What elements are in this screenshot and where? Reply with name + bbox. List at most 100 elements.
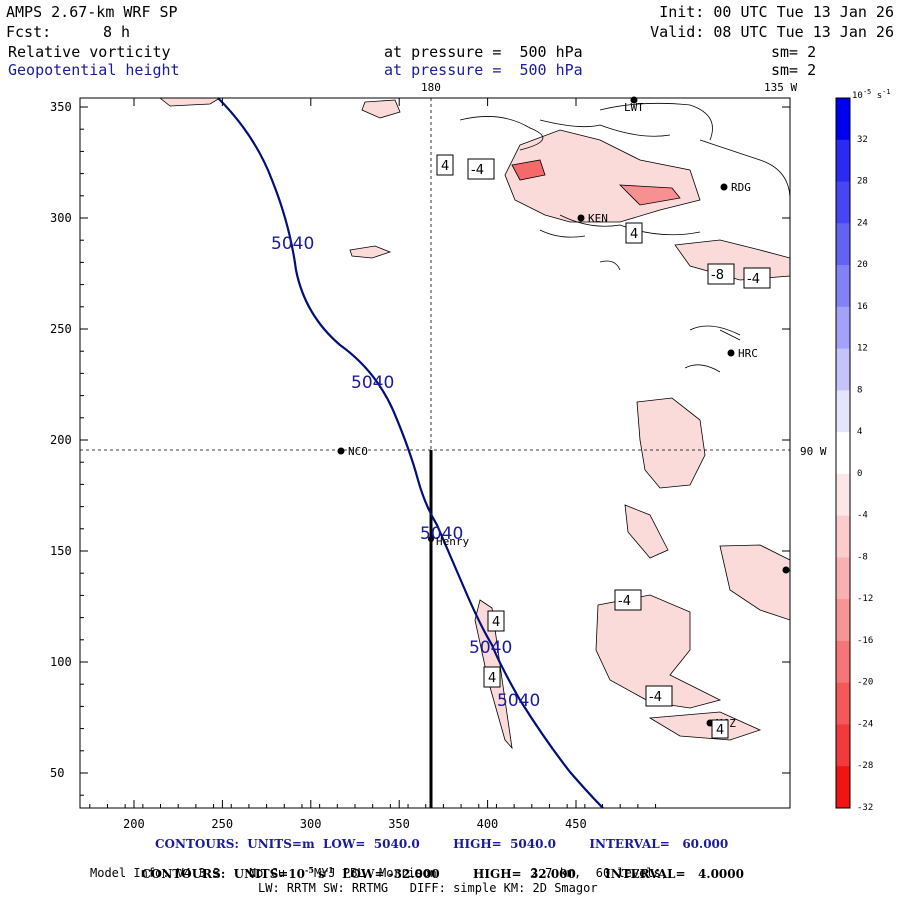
colorbar-swatch xyxy=(836,139,850,183)
colorbar-swatch xyxy=(836,348,850,391)
vort-region-se xyxy=(595,594,722,709)
vort-core-ne xyxy=(511,159,546,181)
vort-label-h: 4 xyxy=(483,666,501,688)
colorbar-tick-label: -12 xyxy=(857,594,873,604)
colorbar-tick-label: 4 xyxy=(857,427,862,437)
svg-text:HRC: HRC xyxy=(738,347,758,360)
svg-text:KEN: KEN xyxy=(588,212,608,225)
colorbar-swatch xyxy=(836,557,850,600)
colorbar-unit: 10-5 s-1 xyxy=(852,88,891,101)
vort-label-a: 4 xyxy=(436,154,454,176)
svg-text:RDG: RDG xyxy=(731,181,751,194)
svg-text:NCO: NCO xyxy=(348,445,368,458)
vort-region-east-3 xyxy=(719,544,791,621)
vort-region-se-2 xyxy=(648,711,762,741)
station-hrc: HRC xyxy=(727,347,758,360)
svg-text:4: 4 xyxy=(488,671,496,686)
svg-text:-4: -4 xyxy=(618,594,631,609)
x-tick-label: 300 xyxy=(300,817,322,831)
x-tick-label: 200 xyxy=(123,817,145,831)
model-title: AMPS 2.67-km WRF SP xyxy=(6,3,178,21)
x-tick-label: 400 xyxy=(477,817,499,831)
svg-text:Henry: Henry xyxy=(436,535,469,548)
station-henry: Henry xyxy=(428,535,469,548)
footer-line-4: LW: RRTM SW: RRTMG DIFF: simple KM: 2D S… xyxy=(258,881,598,895)
colorbar-tick-label: 16 xyxy=(857,302,868,312)
field2-pressure: at pressure = 500 hPa xyxy=(384,61,583,79)
station-lwt: LWT xyxy=(624,96,644,114)
axes: 200 250 300 350 400 450 50 100 150 200 250 300 350 xyxy=(50,98,790,831)
vort-region-east-mid xyxy=(636,397,706,489)
colorbar-tick-label: 0 xyxy=(857,469,862,479)
colorbar-frame xyxy=(835,97,851,809)
lon-label-90w: 90 W xyxy=(800,445,827,458)
colorbar-tick-label: 24 xyxy=(857,218,868,228)
footer-line-1: CONTOURS: UNITS=m LOW= 5040.0 HIGH= 5040… xyxy=(155,837,729,851)
svg-text:4: 4 xyxy=(441,159,449,174)
colorbar-swatch xyxy=(836,432,850,475)
vort-region-small-1 xyxy=(349,245,392,259)
vort-label-g: 4 xyxy=(487,610,505,632)
vorticity-contours xyxy=(459,102,791,373)
svg-text:-4: -4 xyxy=(649,690,662,705)
svg-text:4: 4 xyxy=(492,615,500,630)
colorbar-swatch xyxy=(836,682,850,725)
colorbar-tick-label: 12 xyxy=(857,344,868,354)
height-contour-5040 xyxy=(217,97,604,809)
colorbar-swatch xyxy=(836,724,850,767)
y-tick-label: 200 xyxy=(50,433,72,447)
colorbar-tick-label: -8 xyxy=(857,552,868,562)
x-tick-label: 350 xyxy=(388,817,410,831)
contour-label-4: 5040 xyxy=(469,638,512,658)
colorbar-tick-label: -24 xyxy=(857,719,873,729)
vort-region-top-left xyxy=(158,97,222,107)
colorbar-tick-label: 32 xyxy=(857,135,868,145)
vort-label-e: -4 xyxy=(743,267,771,289)
y-tick-label: 250 xyxy=(50,322,72,336)
y-tick-label: 350 xyxy=(50,100,72,114)
colorbar-tick-label: 28 xyxy=(857,177,868,187)
colorbar-swatch xyxy=(836,640,850,684)
svg-text:-8: -8 xyxy=(711,268,724,283)
colorbar-tick-label: 8 xyxy=(857,385,862,395)
colorbar-swatch xyxy=(836,473,850,517)
stations: LWT RDG KEN HRC NCO Henry MGZ xyxy=(337,96,790,730)
colorbar-swatch xyxy=(836,766,850,809)
station-ken: KEN xyxy=(577,212,608,225)
colorbar-swatch xyxy=(836,265,850,308)
svg-text:LWT: LWT xyxy=(624,101,644,114)
y-tick-label: 100 xyxy=(50,655,72,669)
colorbar-swatch xyxy=(836,515,850,558)
init-time: Init: 00 UTC Tue 13 Jan 26 xyxy=(659,3,894,21)
y-tick-label: 50 xyxy=(50,766,64,780)
vort-label-i: -4 xyxy=(645,685,673,707)
footer-line-3: Model Info: V4.3.3 No Cu MYJ PBL Morriso… xyxy=(90,866,668,880)
colorbar: 32 28 24 20 16 12 8 4 0 -4 -8 -12 -16 -20 -24 -28 -32 xyxy=(835,97,873,813)
vort-label-d: -8 xyxy=(707,263,735,285)
y-tick-label: 300 xyxy=(50,211,72,225)
field1-pressure: at pressure = 500 hPa xyxy=(384,43,583,61)
vorticity-labels: 4 -4 4 -8 -4 -4 4 4 -4 4 xyxy=(436,154,771,739)
graticule xyxy=(80,98,790,451)
vort-label-j: 4 xyxy=(711,719,729,739)
height-contour-labels: 5040 5040 5040 5040 5040 xyxy=(271,234,540,711)
colorbar-tick-label: -28 xyxy=(857,761,873,771)
forecast-hour: 8 h xyxy=(103,23,131,41)
footer-line-2: CONTOURS: UNITS=10-5 s-1 LOW= -32.000 HI… xyxy=(141,865,744,881)
forecast-label: Fcst: xyxy=(6,23,52,41)
vort-label-b: -4 xyxy=(467,158,495,180)
svg-text:-4: -4 xyxy=(471,163,484,178)
colorbar-swatch xyxy=(836,181,850,224)
vort-region-top-mid xyxy=(361,99,401,119)
plot-frame xyxy=(79,97,791,809)
field2-name: Geopotential height xyxy=(8,61,180,79)
contour-label-2: 5040 xyxy=(351,373,394,393)
vort-label-c: 4 xyxy=(625,222,643,244)
colorbar-tick-label: -16 xyxy=(857,636,873,646)
svg-text:4: 4 xyxy=(630,227,638,242)
lon-label-180: 180 xyxy=(421,81,441,94)
colorbar-swatch xyxy=(836,390,850,433)
colorbar-swatch xyxy=(836,599,850,642)
vort-region-east-2 xyxy=(624,504,669,559)
